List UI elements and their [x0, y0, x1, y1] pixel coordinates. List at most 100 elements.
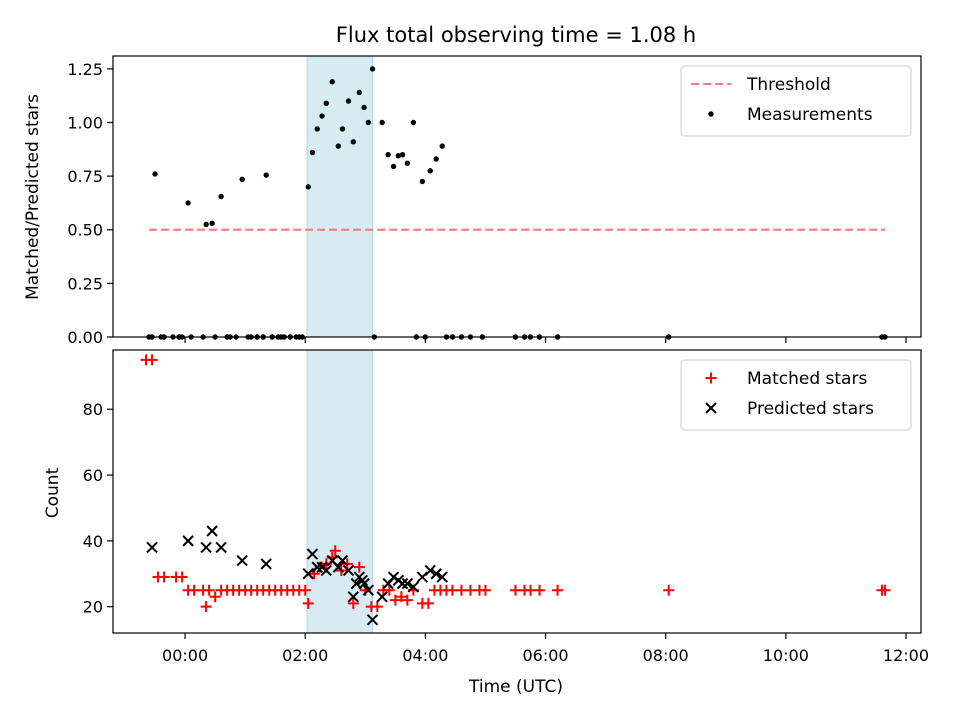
top-panel-ratio: 0.00 0.25 0.50 0.75 1.00 1.25 Threshold Measure… — [67, 55, 922, 347]
matched-star-point — [203, 584, 215, 596]
matched-star-point — [389, 594, 401, 606]
measurement-point — [239, 176, 245, 183]
matched-star-point — [146, 354, 158, 366]
top-axes-frame — [112, 55, 922, 338]
matched-star-point — [552, 584, 564, 596]
legend-label: Measurements — [747, 105, 873, 125]
predicted-star-point — [336, 554, 349, 567]
measurement-point — [329, 79, 335, 85]
measurement-point — [399, 151, 406, 158]
predicted-star-point — [436, 571, 448, 583]
predicted-star-point — [146, 541, 158, 554]
x-tick-label: 10:00 — [763, 646, 809, 665]
predicted-star-point — [401, 577, 414, 590]
matched-star-point — [209, 591, 221, 603]
x-axis-label: Time (UTC) — [468, 677, 563, 697]
bottom-y-tick-label: 80 — [83, 400, 103, 419]
measurement-point — [361, 104, 367, 111]
measurement-point — [339, 126, 346, 132]
predicted-star-point — [356, 574, 369, 587]
measurement-point — [356, 89, 363, 96]
matched-star-point — [663, 584, 675, 596]
legend-measurement-swatch — [708, 111, 714, 117]
measurement-point — [395, 153, 402, 159]
predicted-star-point — [320, 564, 332, 577]
measurement-point — [439, 143, 445, 149]
top-y-tick-label: 0.75 — [67, 167, 103, 186]
predicted-star-point — [347, 591, 360, 603]
measurement-point — [350, 139, 356, 145]
measurement-point — [152, 171, 158, 177]
top-observing-window-span — [306, 55, 374, 338]
predicted-star-point — [332, 561, 344, 573]
measurement-point — [345, 98, 352, 104]
matched-star-point — [299, 584, 311, 596]
measurement-point — [369, 66, 376, 72]
measurement-point — [433, 156, 439, 162]
top-legend: Threshold Measurements — [680, 65, 912, 137]
matched-star-point — [200, 601, 212, 613]
measurement-point — [263, 172, 269, 178]
bottom-legend: Matched stars Predicted stars — [680, 359, 912, 431]
legend-label: Threshold — [746, 75, 831, 95]
predicted-star-point — [376, 591, 388, 603]
matched-star-point — [347, 597, 359, 609]
top-legend-box — [680, 65, 912, 137]
bottom-y-tick-label: 20 — [83, 598, 103, 617]
predicted-star-point — [200, 541, 212, 554]
bottom-legend-box — [680, 359, 912, 431]
predicted-star-point — [182, 535, 194, 547]
x-tick-label: 02:00 — [282, 646, 328, 665]
predicted-star-point — [302, 568, 314, 580]
measurement-point — [203, 221, 209, 228]
legend-predicted-swatch — [705, 402, 717, 414]
predicted-star-point — [387, 571, 400, 583]
bottom-panel-counts: 20 40 60 80 00:00 02:00 04:00 06:00 08:00 10:00 12… — [83, 349, 929, 665]
measurement-point — [305, 184, 311, 190]
matched-star-point — [371, 601, 383, 613]
bottom-y-tick-label: 60 — [83, 466, 103, 485]
matched-star-point — [176, 571, 188, 583]
x-tick-label: 00:00 — [162, 646, 208, 665]
matched-star-point — [401, 594, 413, 606]
top-y-axis-label: Matched/Predicted stars — [23, 94, 43, 300]
predicted-star-point — [215, 541, 227, 554]
measurement-point — [404, 160, 411, 166]
legend-matched-swatch — [705, 372, 717, 384]
predicted-star-point — [342, 564, 355, 577]
predicted-star-point — [306, 548, 319, 560]
top-y-tick-label: 1.00 — [67, 113, 103, 132]
measurement-point — [419, 178, 426, 185]
measurement-point — [323, 100, 329, 106]
measurement-point — [314, 126, 320, 132]
predicted-star-point — [362, 584, 375, 596]
measurement-point — [385, 151, 391, 158]
matched-star-point — [341, 558, 353, 570]
matched-star-point — [422, 597, 434, 609]
x-tick-label: 04:00 — [402, 646, 448, 665]
predicted-star-point — [206, 525, 218, 537]
matched-star-point — [479, 584, 491, 596]
top-y-tick-label: 0.50 — [67, 221, 103, 240]
measurement-point — [309, 149, 316, 156]
predicted-star-point — [236, 554, 248, 567]
measurement-point — [185, 200, 191, 206]
predicted-star-point — [430, 568, 442, 580]
chart-title: Flux total observing time = 1.08 h — [336, 23, 696, 47]
measurement-point — [218, 193, 224, 200]
measurement-point — [390, 163, 397, 170]
measurement-point — [319, 113, 325, 119]
top-y-tick-label: 0.00 — [67, 328, 103, 347]
measurement-point — [379, 119, 385, 126]
predicted-star-point — [350, 577, 363, 590]
predicted-star-point — [396, 577, 409, 590]
measurement-point — [410, 119, 417, 126]
legend-label: Predicted stars — [747, 399, 874, 419]
predicted-star-point — [260, 558, 272, 570]
bottom-y-axis-label: Count — [43, 467, 63, 518]
predicted-star-point — [366, 614, 379, 626]
measurement-point — [209, 220, 215, 227]
matched-star-point — [329, 545, 341, 557]
bottom-axes-frame — [112, 349, 922, 634]
matched-star-point — [534, 584, 546, 596]
